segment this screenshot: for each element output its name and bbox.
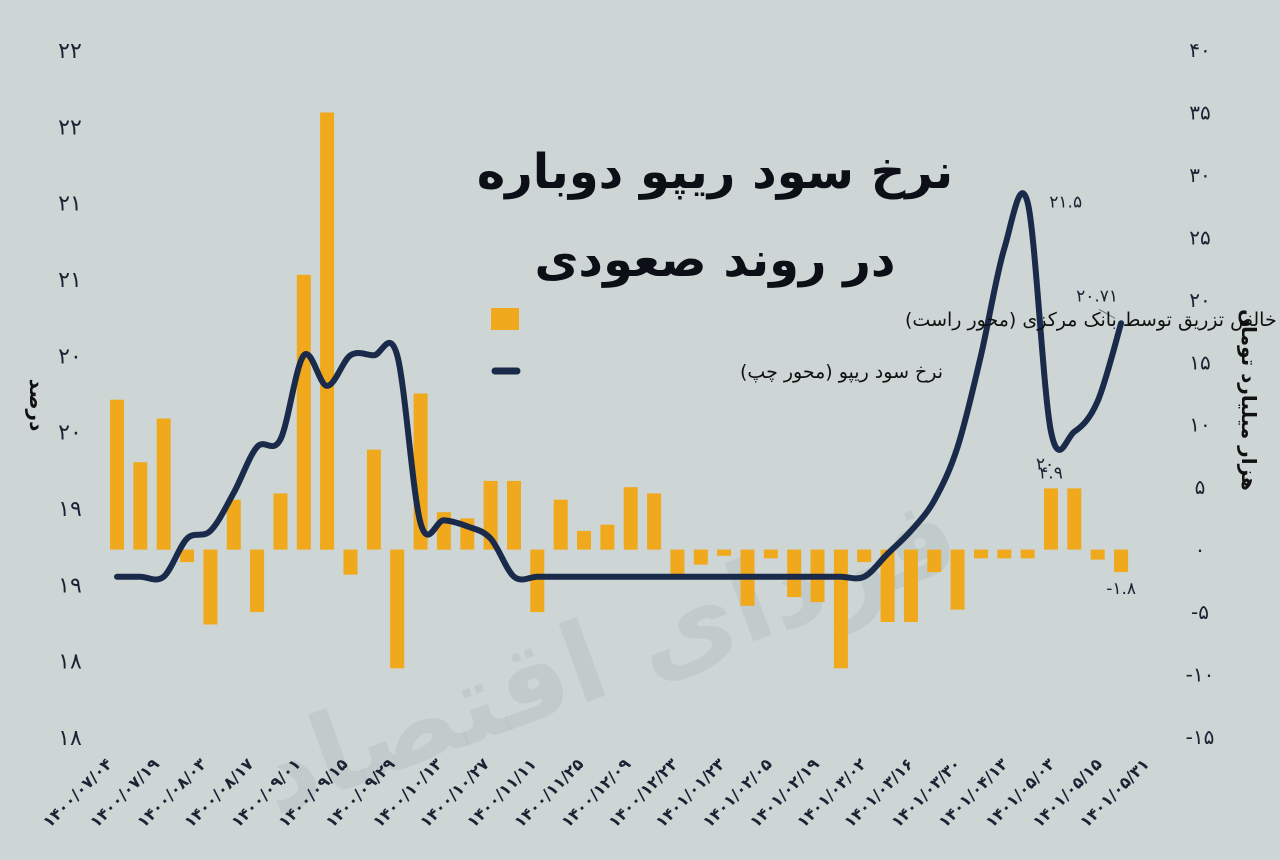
bar bbox=[623, 487, 638, 550]
bar bbox=[1044, 488, 1058, 550]
bar bbox=[787, 549, 802, 598]
bar bbox=[1020, 549, 1035, 559]
data-label: ۲۰ bbox=[1036, 455, 1054, 475]
y-right-tick-label: ۱۰ bbox=[1189, 413, 1210, 437]
bar bbox=[833, 549, 848, 669]
bar bbox=[670, 549, 685, 575]
y-right-tick-label: -۵ bbox=[1191, 600, 1209, 624]
repo-rate-line bbox=[114, 190, 1125, 583]
y-left-tick-label: ۱۹ bbox=[58, 573, 82, 598]
y-right-tick-label: ۳۵ bbox=[1189, 101, 1210, 125]
data-label: -۱.۸ bbox=[1106, 579, 1136, 599]
y-right-tick-label: ۲۵ bbox=[1189, 225, 1210, 249]
y-left-tick-label: ۲۱ bbox=[58, 192, 82, 217]
bar bbox=[226, 499, 241, 550]
bar bbox=[1114, 549, 1129, 573]
y-left-tick-label: ۱۸ bbox=[58, 726, 82, 751]
bar-series bbox=[110, 112, 1129, 669]
bar bbox=[296, 274, 311, 550]
bar bbox=[133, 462, 148, 550]
chart-title-line1: نرخ سود ریپو دوباره bbox=[477, 144, 953, 200]
bar bbox=[530, 549, 545, 613]
bar bbox=[974, 549, 988, 559]
bar bbox=[553, 499, 568, 550]
bar bbox=[880, 549, 895, 622]
y-right-tick-label: ۰ bbox=[1195, 538, 1206, 562]
data-label: ۴.۹ bbox=[1039, 463, 1063, 483]
bar bbox=[997, 549, 1012, 559]
x-axis: ۱۴۰۰/۰۷/۰۴۱۴۰۰/۰۷/۱۹۱۴۰۰/۰۸/۰۳۱۴۰۰/۰۸/۱۷… bbox=[39, 754, 1153, 831]
annotation-leader bbox=[1098, 308, 1116, 319]
data-label: ۲۱.۵ bbox=[1049, 193, 1082, 213]
legend-bar-label: خالص تزریق توسط بانک مرکزی (محور راست) bbox=[905, 309, 1277, 331]
y-left-tick-label: ۲۲ bbox=[58, 39, 82, 64]
y-left-tick-label: ۲۱ bbox=[58, 268, 82, 293]
bar bbox=[366, 449, 381, 550]
bar bbox=[647, 493, 662, 550]
y-right-tick-label: -۱۰ bbox=[1186, 663, 1215, 687]
y-right-axis-label: هزار میلیارد تومان bbox=[1237, 309, 1261, 491]
bar bbox=[763, 549, 778, 559]
y-right-tick-label: ۲۰ bbox=[1189, 288, 1210, 312]
y-left-axis-label: درصد bbox=[25, 379, 49, 432]
bar bbox=[507, 480, 521, 550]
y-right-tick-label: ۳۰ bbox=[1189, 163, 1210, 187]
bar bbox=[600, 524, 615, 550]
bar bbox=[343, 549, 358, 575]
legend: خالص تزریق توسط بانک مرکزی (محور راست) ن… bbox=[491, 308, 1277, 383]
bar bbox=[390, 549, 405, 669]
bar bbox=[577, 530, 591, 550]
bar bbox=[693, 549, 708, 565]
y-right-tick-label: ۵ bbox=[1195, 475, 1206, 499]
bar bbox=[320, 112, 335, 550]
y-left-tick-label: ۲۰ bbox=[58, 344, 82, 369]
bar bbox=[950, 549, 965, 610]
bar bbox=[857, 549, 872, 563]
bar bbox=[273, 493, 288, 550]
bar bbox=[1090, 549, 1105, 560]
legend-bar-swatch bbox=[491, 308, 519, 330]
y-left-tick-label: ۱۹ bbox=[58, 497, 82, 522]
chart-title-line2: در روند صعودی bbox=[534, 232, 895, 288]
bar bbox=[927, 549, 942, 573]
y-right-tick-label: ۱۵ bbox=[1189, 350, 1210, 374]
line-series bbox=[114, 190, 1125, 583]
left-axis: ۲۲ ۲۲ ۲۱ ۲۱ ۲۰ ۲۰ ۱۹ ۱۹ ۱۸ ۱۸ bbox=[58, 39, 82, 751]
bar bbox=[110, 399, 124, 550]
y-right-tick-label: ۴۰ bbox=[1189, 38, 1210, 62]
annotations: ۲۱.۵ ۲۰ ۲۰.۷۱ ۴.۹ -۱.۸ bbox=[1036, 193, 1136, 599]
right-axis: ۴۰ ۳۵ ۳۰ ۲۵ ۲۰ ۱۵ ۱۰ ۵ ۰ -۵ -۱۰ -۱۵ bbox=[1186, 38, 1215, 749]
bar bbox=[717, 549, 732, 556]
y-left-tick-label: ۲۰ bbox=[58, 421, 82, 446]
y-left-tick-label: ۱۸ bbox=[58, 650, 82, 675]
bar bbox=[180, 549, 195, 563]
data-label: ۲۰.۷۱ bbox=[1076, 286, 1118, 306]
y-left-tick-label: ۲۲ bbox=[58, 115, 82, 140]
y-right-tick-label: -۱۵ bbox=[1186, 725, 1215, 749]
bar bbox=[250, 549, 265, 613]
bar bbox=[903, 549, 918, 622]
bar bbox=[203, 549, 218, 625]
bar bbox=[156, 418, 171, 550]
bar bbox=[1067, 488, 1082, 550]
legend-line-label: نرخ سود ریپو (محور چپ) bbox=[740, 361, 943, 383]
